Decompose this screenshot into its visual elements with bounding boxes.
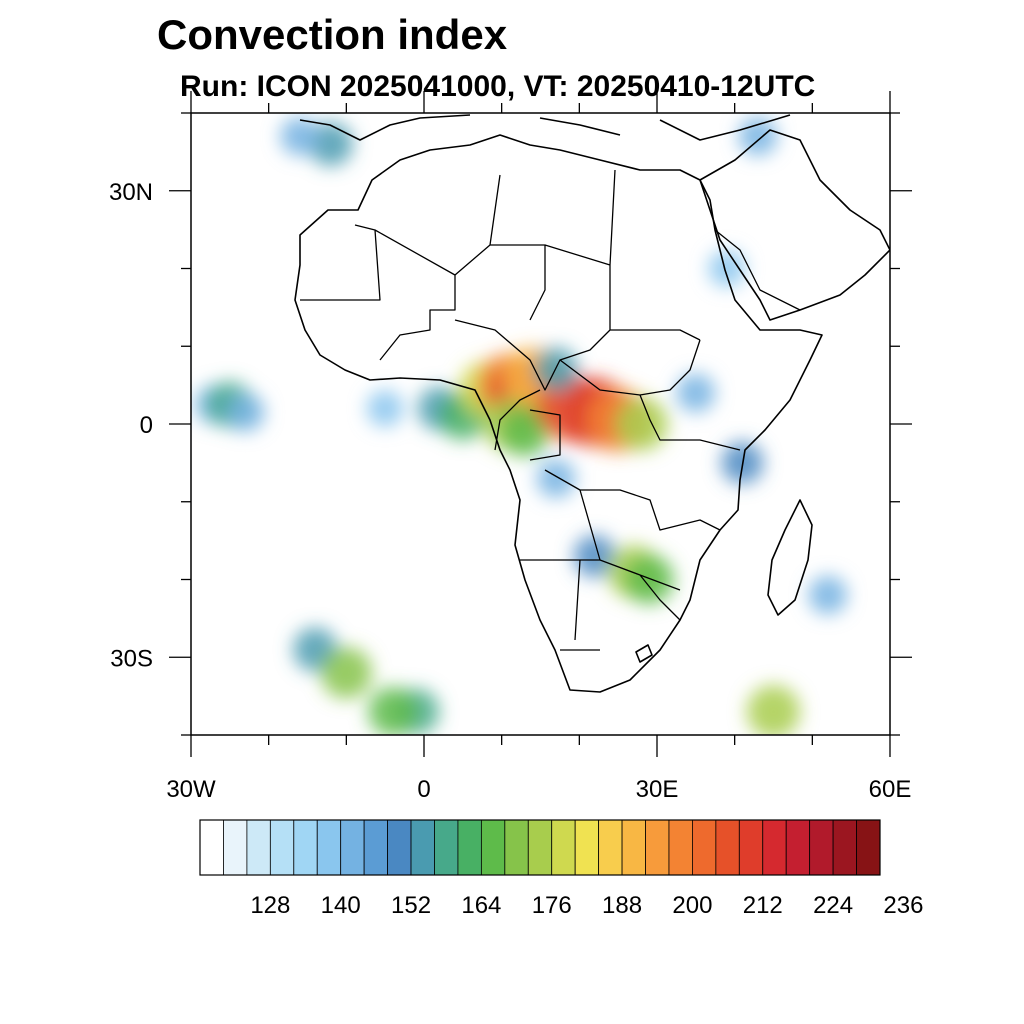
convection-field <box>194 116 848 735</box>
colorbar-swatch <box>434 819 459 876</box>
lon-tick-label: 30W <box>166 776 216 803</box>
convection-cell <box>308 122 353 167</box>
colorbar-label: 128 <box>250 892 290 919</box>
colorbar-swatch <box>856 819 881 876</box>
colorbar-swatch <box>269 819 295 876</box>
arabia-coastline <box>699 129 890 321</box>
axes: 30W 0 30E 60E 30N 0 30S <box>109 91 912 803</box>
colorbar-swatch <box>738 819 764 876</box>
colorbar-swatch <box>574 819 600 876</box>
convection-cell <box>500 406 550 457</box>
colorbar-swatch <box>692 819 717 876</box>
convection-cell <box>708 250 746 287</box>
convection-cell <box>533 347 579 392</box>
colorbar-swatch <box>340 819 365 876</box>
colorbar-swatch <box>527 819 553 876</box>
colorbar-label: 224 <box>813 892 853 919</box>
convection-cell <box>225 392 265 432</box>
lon-tick-label: 30E <box>636 776 679 803</box>
colorbar-swatch <box>293 819 318 876</box>
colorbar-label: 188 <box>602 892 642 919</box>
colorbar-swatch <box>223 819 248 876</box>
colorbar-swatch <box>832 819 857 876</box>
colorbar-swatch <box>645 819 670 876</box>
colorbar-swatch <box>480 819 506 876</box>
convection-cell <box>746 685 801 735</box>
convection-cell <box>738 116 778 156</box>
africa-coastline <box>294 134 823 693</box>
lon-tick-label: 0 <box>417 776 430 803</box>
colorbar-swatch <box>410 819 435 876</box>
colorbar-label: 212 <box>743 892 783 919</box>
convection-cell <box>808 575 848 615</box>
colorbar-swatch <box>598 819 623 876</box>
convection-cell <box>320 647 373 699</box>
colorbar-label: 164 <box>461 892 501 919</box>
convection-cell <box>624 554 675 605</box>
colorbar-swatch <box>715 819 740 876</box>
convection-cell <box>676 373 716 413</box>
convection-cell <box>368 686 418 735</box>
colorbar-swatch <box>785 819 811 876</box>
colorbar-swatch <box>199 819 224 876</box>
lat-tick-label: 30S <box>110 645 153 672</box>
colorbar-swatch <box>387 819 412 876</box>
colorbar-swatch <box>762 819 787 876</box>
convection-cell <box>536 459 576 498</box>
colorbar-frame <box>199 819 881 876</box>
colorbar-swatch <box>246 819 271 876</box>
country-borders <box>300 169 801 651</box>
lat-tick-label: 0 <box>140 412 153 439</box>
colorbar-swatch <box>621 819 646 876</box>
madagascar-coastline <box>767 499 813 616</box>
colorbar-swatch <box>551 819 576 876</box>
colorbar: 128 140 152 164 176 188 200 212 224 236 <box>199 819 923 919</box>
colorbar-swatch <box>668 819 693 876</box>
colorbar-swatch <box>809 819 834 876</box>
colorbar-label: 152 <box>391 892 431 919</box>
lon-tick-label: 60E <box>869 776 912 803</box>
colorbar-label: 176 <box>532 892 572 919</box>
lesotho-border <box>635 644 653 663</box>
colorbar-label: 140 <box>321 892 361 919</box>
colorbar-swatch <box>316 819 342 876</box>
figure-title: Convection index <box>157 11 508 58</box>
figure-subtitle: Run: ICON 2025041000, VT: 20250410-12UTC <box>180 70 816 103</box>
convection-cell <box>366 389 404 427</box>
convection-cell <box>614 397 669 451</box>
colorbar-swatch <box>457 819 482 876</box>
colorbar-label: 236 <box>883 892 923 919</box>
convection-cell <box>573 534 617 578</box>
colorbar-label: 200 <box>672 892 712 919</box>
convection-cell <box>280 116 320 156</box>
coastlines-and-borders <box>294 114 890 693</box>
colorbar-swatch <box>504 819 529 876</box>
europe-coastline <box>299 114 791 141</box>
colorbar-swatch <box>363 819 388 876</box>
lat-tick-label: 30N <box>109 179 153 206</box>
